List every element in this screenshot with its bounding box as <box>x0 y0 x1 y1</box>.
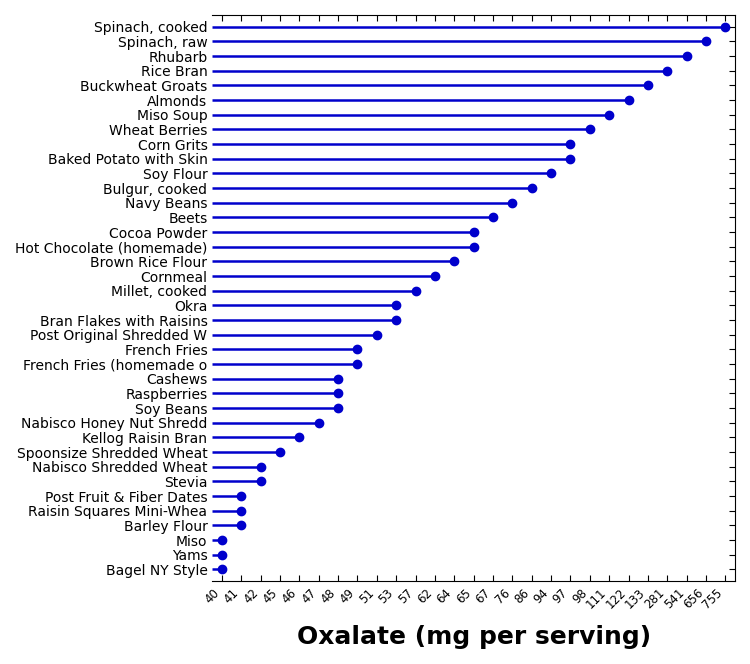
X-axis label: Oxalate (mg per serving): Oxalate (mg per serving) <box>296 625 651 649</box>
